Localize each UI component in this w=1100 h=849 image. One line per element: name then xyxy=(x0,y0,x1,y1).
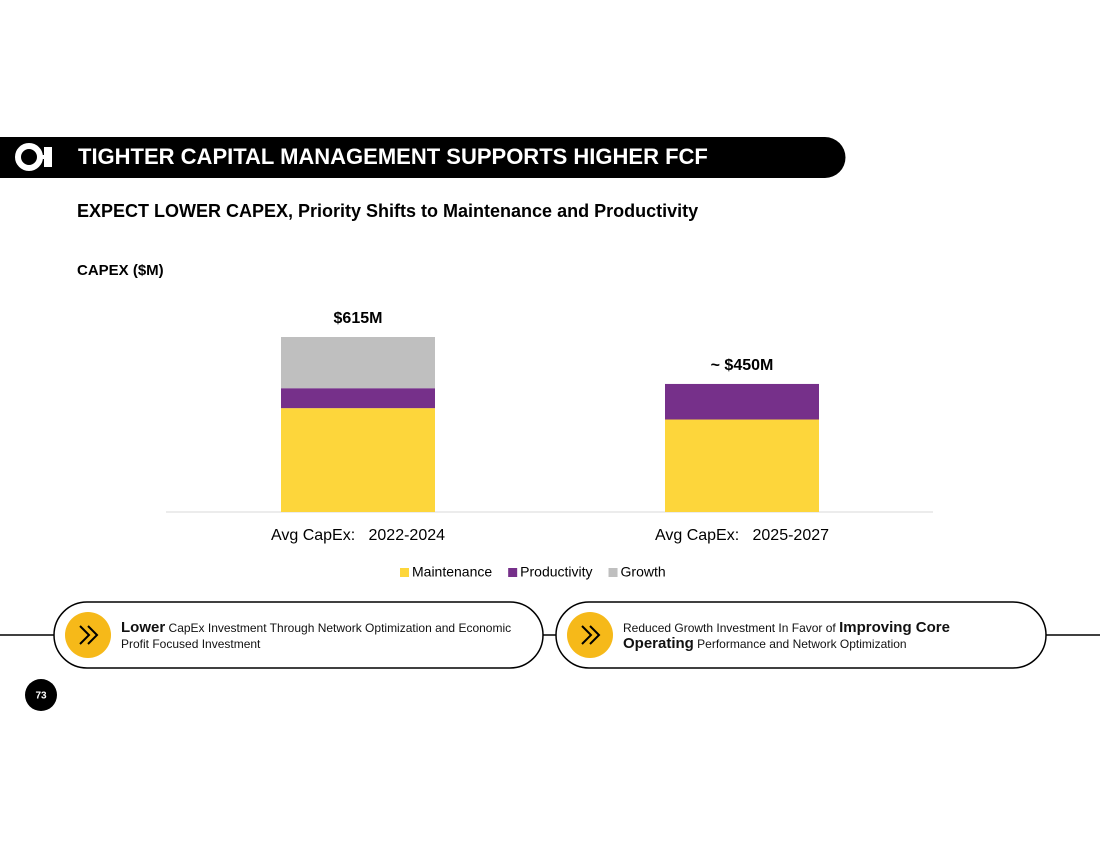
legend-label: Maintenance xyxy=(412,564,492,580)
callout-emphasis: Improving Core Operating xyxy=(623,619,955,652)
subtitle: EXPECT LOWER CAPEX, Priority Shifts to M… xyxy=(77,201,698,221)
callout-icon xyxy=(581,625,601,645)
callout-segment: CapEx Investment Through Network Optimiz… xyxy=(121,621,515,651)
legend-label: Growth xyxy=(621,564,666,580)
total-label: ~ $450M xyxy=(711,357,774,374)
bar-segment xyxy=(665,383,819,420)
callout-segment: Performance and Network Optimization xyxy=(693,637,907,651)
page-badge xyxy=(25,679,57,711)
bar-segment xyxy=(281,408,435,512)
bar-segment xyxy=(281,337,435,389)
bar-segment xyxy=(665,419,819,512)
callout-text: Reduced Growth Investment In Favor of Im… xyxy=(623,620,1023,652)
callout-segment: Reduced Growth Investment In Favor of xyxy=(623,621,840,635)
legend-swatch xyxy=(400,568,409,577)
header-bar xyxy=(0,137,846,178)
callout-icon xyxy=(79,625,99,645)
callout-emphasis: Lower xyxy=(121,619,166,636)
legend-swatch xyxy=(608,568,618,577)
chart-title: CAPEX ($M) xyxy=(77,262,164,279)
page-number: 73 xyxy=(35,691,47,702)
callout-box xyxy=(53,601,544,669)
legend-swatch xyxy=(508,568,518,577)
logo xyxy=(44,147,52,167)
x-tick-label: Avg CapEx: 2022-2024 xyxy=(271,527,445,544)
callout-box xyxy=(555,601,1047,669)
logo xyxy=(38,155,46,159)
bar-segment xyxy=(281,388,435,409)
callout-text: Lower CapEx Investment Through Network O… xyxy=(121,620,521,652)
total-label: $615M xyxy=(334,310,383,327)
legend-label: Productivity xyxy=(520,564,592,580)
x-tick-label: Avg CapEx: 2025-2027 xyxy=(655,527,829,544)
header-title: TIGHTER CAPITAL MANAGEMENT SUPPORTS HIGH… xyxy=(78,144,708,169)
